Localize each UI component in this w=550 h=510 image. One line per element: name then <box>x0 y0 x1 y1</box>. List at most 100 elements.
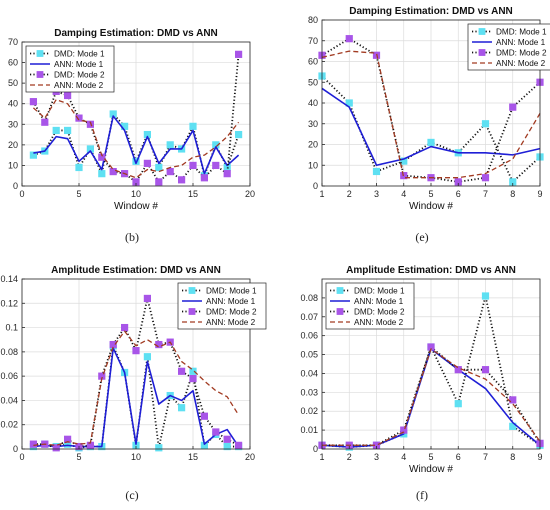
data-point-dmd1 <box>223 442 231 451</box>
y-tick-label: 60 <box>308 57 318 67</box>
x-tick-label: 2 <box>347 189 352 199</box>
y-tick-label: 0.02 <box>0 420 18 430</box>
data-point-dmd2 <box>41 118 49 126</box>
y-tick-label: 20 <box>308 140 318 150</box>
data-point-dmd2 <box>345 35 353 43</box>
data-point-dmd1 <box>29 151 38 159</box>
x-tick-label: 0 <box>19 452 24 462</box>
series-line-ann1 <box>33 115 240 175</box>
y-tick-label: 30 <box>8 119 18 129</box>
data-point-dmd1 <box>481 292 490 300</box>
legend-marker-dmd1 <box>478 28 486 35</box>
legend-marker-dmd2 <box>478 49 486 56</box>
chart-title: Amplitude Estimation: DMD vs ANN <box>51 265 221 276</box>
data-point-dmd2 <box>132 347 140 355</box>
y-tick-label: 0 <box>13 181 18 191</box>
legend-label: DMD: Mode 2 <box>206 308 257 317</box>
data-point-dmd2 <box>223 170 231 178</box>
y-tick-label: 0.03 <box>300 387 318 397</box>
data-point-dmd2 <box>155 178 163 186</box>
series-line-dmd2 <box>322 346 541 447</box>
x-tick-label: 0 <box>19 189 24 199</box>
y-tick-label: 50 <box>8 78 18 88</box>
x-tick-label: 5 <box>428 452 433 462</box>
x-tick-label: 8 <box>510 452 515 462</box>
data-point-dmd2 <box>177 176 186 184</box>
data-point-dmd1 <box>177 404 186 412</box>
x-tick-label: 5 <box>76 452 81 462</box>
x-axis-label: Window # <box>409 201 453 212</box>
y-tick-label: 40 <box>8 99 18 109</box>
data-point-dmd2 <box>481 174 490 182</box>
y-tick-label: 70 <box>308 36 318 46</box>
legend-marker-dmd1 <box>336 287 344 294</box>
legend-label: DMD: Mode 2 <box>354 308 405 317</box>
y-tick-label: 0.04 <box>0 395 18 405</box>
data-point-dmd2 <box>234 441 243 449</box>
x-tick-label: 9 <box>537 452 542 462</box>
x-tick-label: 5 <box>76 189 81 199</box>
y-tick-label: 0 <box>313 181 318 191</box>
data-point-dmd2 <box>509 396 517 404</box>
data-point-dmd2 <box>509 103 517 111</box>
y-tick-label: 60 <box>8 58 18 68</box>
legend-label: DMD: Mode 2 <box>54 71 105 80</box>
chart-title: Damping Estimation: DMD vs ANN <box>349 6 513 17</box>
data-point-dmd1 <box>75 163 83 172</box>
x-tick-label: 3 <box>374 189 379 199</box>
data-point-dmd2 <box>29 98 38 106</box>
data-point-dmd1 <box>64 126 72 135</box>
x-tick-label: 9 <box>537 189 542 199</box>
caption-e: (e) <box>415 230 429 244</box>
chart-title: Amplitude Estimation: DMD vs ANN <box>346 265 516 276</box>
x-tick-label: 1 <box>319 189 324 199</box>
data-point-dmd2 <box>86 120 94 128</box>
data-point-dmd2 <box>75 114 83 122</box>
legend-label: ANN: Mode 1 <box>54 60 104 69</box>
data-point-dmd2 <box>143 159 151 167</box>
y-tick-label: 0.05 <box>300 350 318 360</box>
x-tick-label: 4 <box>401 452 406 462</box>
y-tick-label: 40 <box>308 98 318 108</box>
data-point-dmd2 <box>52 444 60 452</box>
data-point-dmd2 <box>400 426 408 434</box>
legend-label: DMD: Mode 1 <box>354 287 405 296</box>
data-point-dmd2 <box>64 91 72 100</box>
x-tick-label: 15 <box>188 452 198 462</box>
legend-marker-dmd2 <box>188 308 196 315</box>
y-tick-label: 70 <box>8 37 18 47</box>
legend-marker-dmd2 <box>36 71 44 78</box>
caption-c: (c) <box>125 488 139 502</box>
data-point-dmd1 <box>52 126 60 135</box>
data-point-dmd2 <box>200 174 208 182</box>
data-point-dmd2 <box>121 323 129 332</box>
y-tick-label: 0 <box>13 444 18 454</box>
data-point-dmd2 <box>189 161 197 170</box>
x-tick-label: 20 <box>245 189 255 199</box>
data-point-dmd1 <box>155 163 163 172</box>
data-point-dmd1 <box>166 141 174 149</box>
legend-marker-dmd1 <box>36 50 44 57</box>
data-point-dmd1 <box>98 170 106 178</box>
y-tick-label: 0.1 <box>5 323 18 333</box>
series-line-ann1 <box>321 87 541 167</box>
x-tick-label: 5 <box>428 189 433 199</box>
data-point-dmd2 <box>200 412 208 420</box>
data-point-dmd2 <box>155 340 163 349</box>
legend-label: ANN: Mode 2 <box>496 59 546 68</box>
legend-label: ANN: Mode 1 <box>206 297 256 306</box>
x-tick-label: 7 <box>483 189 488 199</box>
data-point-dmd1 <box>427 138 435 147</box>
series-line-ann1 <box>33 347 240 448</box>
caption-f: (f) <box>416 488 428 502</box>
x-tick-label: 2 <box>347 452 352 462</box>
series-line-ann2 <box>32 98 240 179</box>
data-point-dmd1 <box>481 120 490 128</box>
legend-label: DMD: Mode 1 <box>206 287 257 296</box>
y-tick-label: 0.12 <box>0 298 18 308</box>
legend-label: ANN: Mode 2 <box>54 81 104 90</box>
